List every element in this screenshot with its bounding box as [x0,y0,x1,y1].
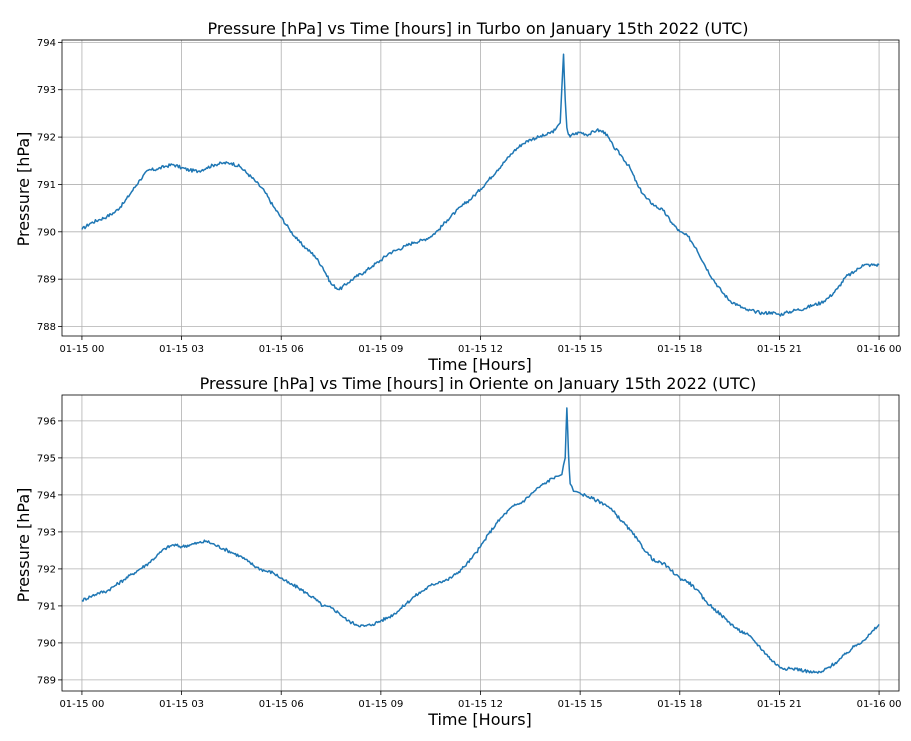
y-tick-label: 795 [37,453,56,464]
y-tick-label: 790 [37,227,56,238]
chart-title: Pressure [hPa] vs Time [hours] in Orient… [200,374,757,393]
x-tick-label: 01-15 21 [757,344,802,355]
y-tick-label: 793 [37,85,56,96]
x-tick-label: 01-15 15 [558,344,603,355]
y-tick-label: 789 [37,675,56,686]
chart-title: Pressure [hPa] vs Time [hours] in Turbo … [208,19,749,38]
pressure-series-line [81,53,880,317]
x-tick-label: 01-15 06 [259,699,304,710]
x-axis-label: Time [Hours] [427,710,532,729]
x-tick-label: 01-15 18 [657,699,702,710]
x-tick-label: 01-15 00 [59,344,104,355]
x-tick-label: 01-15 21 [757,699,802,710]
x-axis-label: Time [Hours] [427,355,532,374]
x-tick-label: 01-15 09 [358,344,403,355]
x-tick-label: 01-15 12 [458,344,503,355]
x-tick-label: 01-15 03 [159,344,204,355]
y-tick-label: 796 [37,416,56,427]
plot-frame [61,39,900,337]
x-tick-label: 01-15 03 [159,699,204,710]
x-tick-label: 01-15 09 [358,699,403,710]
y-tick-label: 791 [37,180,56,191]
x-tick-label: 01-16 00 [857,699,902,710]
oriente-pressure-chart: Pressure [hPa] vs Time [hours] in Orient… [14,374,902,729]
y-tick-label: 791 [37,601,56,612]
y-tick-label: 794 [37,490,56,501]
x-tick-label: 01-15 15 [558,699,603,710]
pressure-series-line [81,407,880,674]
y-tick-label: 789 [37,275,56,286]
x-tick-label: 01-16 00 [857,344,902,355]
y-tick-label: 788 [37,322,56,333]
y-tick-label: 792 [37,564,56,575]
plot-frame [61,394,900,692]
y-tick-label: 793 [37,527,56,538]
turbo-pressure-chart: Pressure [hPa] vs Time [hours] in Turbo … [14,19,902,374]
x-tick-label: 01-15 06 [259,344,304,355]
y-axis-label: Pressure [hPa] [14,132,33,247]
y-tick-label: 792 [37,133,56,144]
x-tick-label: 01-15 18 [657,344,702,355]
y-axis-label: Pressure [hPa] [14,488,33,603]
x-tick-label: 01-15 12 [458,699,503,710]
x-tick-label: 01-15 00 [59,699,104,710]
y-tick-label: 794 [37,38,56,49]
y-tick-label: 790 [37,638,56,649]
